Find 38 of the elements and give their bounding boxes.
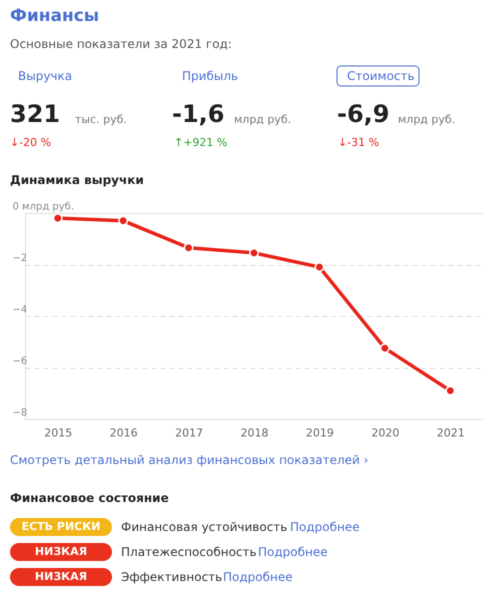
text: НИЗКАЯ <box>34 570 88 583</box>
text: -6,9 <box>337 100 390 128</box>
text: Подробнее <box>290 520 360 534</box>
text: млрд руб. <box>234 113 292 126</box>
x-tick-label: 2020 <box>371 426 400 440</box>
y-tick-label: 0 млрд руб. <box>12 202 74 212</box>
text: Финансовая устойчивость <box>121 520 288 534</box>
text: ↑+921 % <box>174 136 228 149</box>
text: Подробнее <box>223 570 293 584</box>
x-tick-label: 2021 <box>436 426 465 440</box>
text: Финансы <box>10 6 100 26</box>
text: Прибыль <box>182 69 238 83</box>
x-tick-label: 2019 <box>306 426 334 440</box>
x-tick-label: 2018 <box>240 426 268 440</box>
text: ↓-31 % <box>338 136 380 149</box>
text: Смотреть детальный анализ финансовых показателей › <box>10 453 368 467</box>
y-tick-label: −8 <box>12 408 28 418</box>
text: Подробнее <box>258 545 328 559</box>
x-tick-label: 2016 <box>110 426 138 440</box>
x-tick-label: 2015 <box>44 426 72 440</box>
text: НИЗКАЯ <box>34 545 88 558</box>
y-tick-label: −2 <box>12 253 28 264</box>
text: 321 <box>10 100 60 128</box>
text: -1,6 <box>172 100 224 128</box>
text: млрд руб. <box>398 113 456 126</box>
x-tick-label: 2017 <box>175 426 204 440</box>
text: ↓-20 % <box>10 136 52 149</box>
text: тыс. руб. <box>75 113 127 126</box>
text: Стоимость <box>347 69 415 83</box>
y-tick-label: −6 <box>12 356 28 367</box>
text: Эффективность <box>121 570 222 584</box>
text: Основные показатели за 2021 год: <box>10 37 232 51</box>
text: Выручка <box>18 69 72 83</box>
text: Платежеспособность <box>121 545 257 559</box>
chart-title: Динамика выручки <box>10 173 144 187</box>
y-tick-label: −4 <box>12 304 28 316</box>
text: ЕСТЬ РИСКИ <box>22 520 100 533</box>
text: Финансовое состояние <box>10 491 169 505</box>
